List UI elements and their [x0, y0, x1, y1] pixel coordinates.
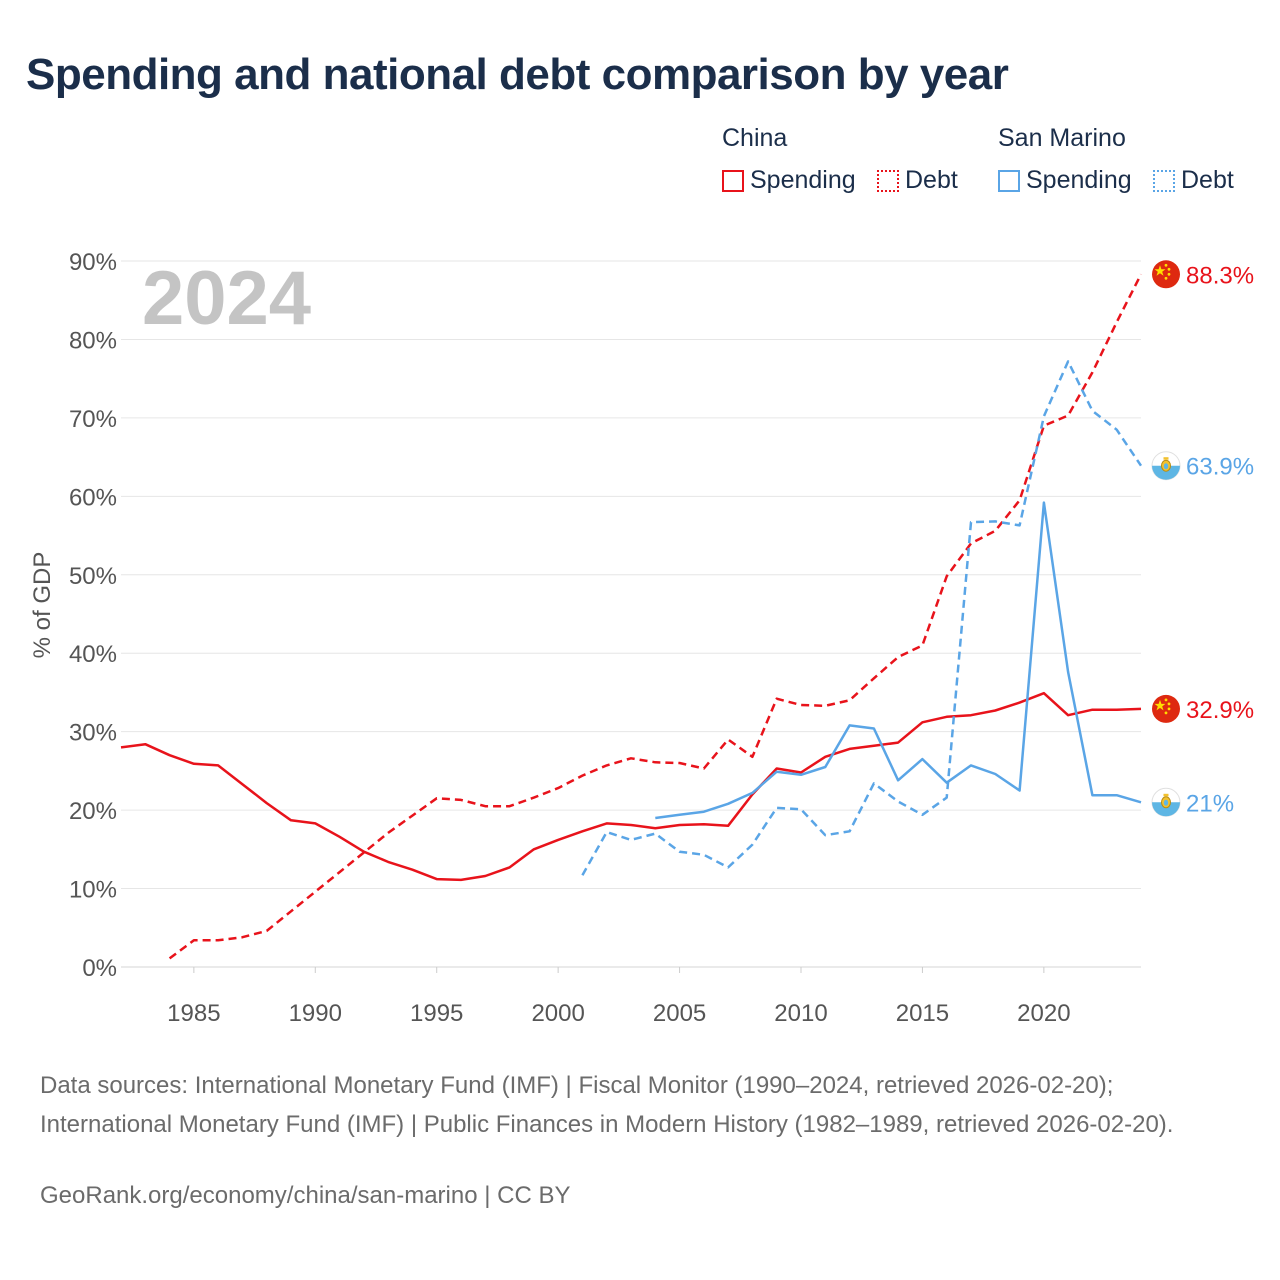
x-tick-label: 1985 [167, 1000, 220, 1027]
y-tick-label: 90% [69, 249, 117, 276]
y-tick-label: 50% [69, 563, 117, 590]
series-line-china-debt[interactable] [168, 273, 1143, 960]
end-label-china-spending: 32.9% [1186, 697, 1254, 724]
legend-label: Spending [750, 166, 856, 194]
y-tick-label: 70% [69, 406, 117, 433]
san-marino-flag-icon [1151, 451, 1181, 481]
legend-label: Debt [905, 166, 958, 194]
legend-swatch-dotted-blue [1153, 169, 1175, 192]
y-tick-label: 0% [82, 955, 117, 982]
x-tick-label: 2015 [896, 1000, 949, 1027]
legend-swatch-solid-blue [998, 169, 1020, 192]
end-labels: 32.9% 88.3% 21% 63.9% [1151, 260, 1254, 817]
series-lines [120, 273, 1143, 960]
gridlines [121, 260, 1141, 968]
line-chart: 0% 10% 20% 30% 40% 50% 60% 70% 80% 90% 1985 1990 199… [29, 249, 1254, 1027]
y-tick-label: 60% [69, 484, 117, 511]
legend-san-marino-debt[interactable]: Debt [1153, 166, 1234, 195]
x-tick-label: 2005 [653, 1000, 706, 1027]
series-line-china-spending[interactable] [120, 691, 1142, 882]
y-axis-title: % of GDP [29, 552, 56, 659]
year-label: 2024 [142, 256, 311, 341]
end-label-san-marino-spending: 21% [1186, 790, 1234, 817]
legend-china-debt[interactable]: Debt [877, 166, 958, 195]
y-tick-label: 30% [69, 720, 117, 747]
chart-title: Spending and national debt comparison by… [26, 50, 1009, 99]
y-tick-label: 80% [69, 327, 117, 354]
y-tick-label: 20% [69, 798, 117, 825]
legend-san-marino-spending[interactable]: Spending [998, 166, 1132, 195]
legend-china-spending[interactable]: Spending [722, 166, 856, 195]
x-tick-label: 2010 [774, 1000, 827, 1027]
legend-group-san-marino: San Marino [998, 124, 1126, 152]
y-tick-label: 40% [69, 641, 117, 668]
series-line-san-marino-spending[interactable] [655, 501, 1142, 820]
data-sources: Data sources: International Monetary Fun… [40, 1072, 1174, 1138]
x-tick-label: 2000 [531, 1000, 584, 1027]
san-marino-flag-icon [1151, 787, 1181, 817]
legend-label: Spending [1026, 166, 1132, 194]
axes: 0% 10% 20% 30% 40% 50% 60% 70% 80% 90% 1985 1990 199… [69, 249, 1071, 1027]
x-tick-label: 1995 [410, 1000, 463, 1027]
legend-swatch-solid-red [722, 169, 744, 192]
end-label-china-debt: 88.3% [1186, 262, 1254, 289]
china-flag-icon [1152, 260, 1180, 289]
credit-link[interactable]: GeoRank.org/economy/china/san-marino | C… [40, 1182, 571, 1209]
y-tick-label: 10% [69, 877, 117, 904]
legend-swatch-dotted-red [877, 169, 899, 192]
legend-label: Debt [1181, 166, 1234, 194]
end-label-san-marino-debt: 63.9% [1186, 454, 1254, 481]
x-tick-label: 1990 [289, 1000, 342, 1027]
china-flag-icon [1152, 694, 1180, 723]
x-tick-label: 2020 [1017, 1000, 1070, 1027]
series-line-san-marino-debt[interactable] [581, 360, 1143, 876]
legend-group-china: China [722, 124, 788, 152]
